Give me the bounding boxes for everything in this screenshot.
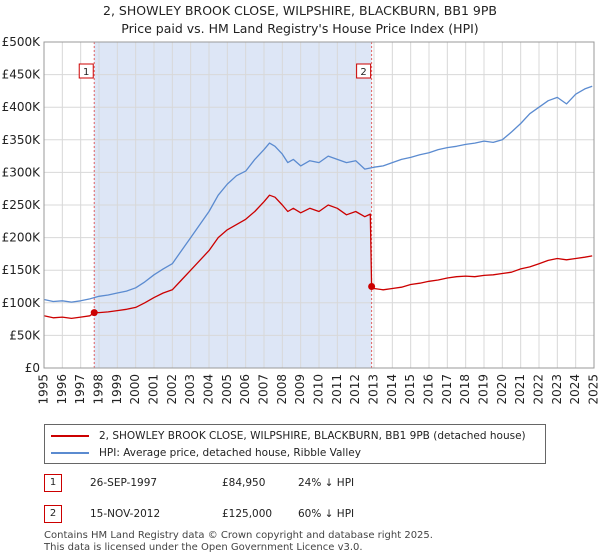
x-tick-label: 2005 <box>220 374 234 405</box>
legend-property-label: 2, SHOWLEY BROOK CLOSE, WILPSHIRE, BLACK… <box>99 430 526 442</box>
x-tick-label: 2006 <box>238 374 252 405</box>
legend: 2, SHOWLEY BROOK CLOSE, WILPSHIRE, BLACK… <box>44 424 546 464</box>
x-tick-label: 2023 <box>550 374 564 405</box>
y-tick-label: £0 <box>25 361 40 375</box>
x-tick-label: 1999 <box>110 374 124 405</box>
plot-border <box>43 41 595 369</box>
x-tick-label: 2016 <box>422 374 436 405</box>
y-tick-label: £250K <box>2 198 42 212</box>
x-tick-label: 2003 <box>183 374 197 405</box>
x-tick-label: 2014 <box>385 374 399 405</box>
x-tick-label: 2008 <box>275 374 289 405</box>
x-tick-label: 2001 <box>147 374 161 405</box>
legend-hpi-label: HPI: Average price, detached house, Ribb… <box>99 447 361 459</box>
transaction-hpi-delta: 24% ↓ HPI <box>298 477 355 489</box>
hpi-line <box>43 85 593 303</box>
x-tick-label: 1998 <box>92 374 106 405</box>
x-tick-label: 2000 <box>128 374 142 405</box>
y-tick-label: £200K <box>2 231 42 245</box>
price-chart: £0 £50K £100K £150K £200K £250K £300K £350K £400… <box>2 35 600 405</box>
y-tick-label: £400K <box>2 100 42 114</box>
legend-hpi-swatch <box>51 452 89 454</box>
transaction-badge: 2 <box>44 505 62 523</box>
x-tick-label: 2022 <box>532 374 546 405</box>
x-tick-label: 2007 <box>257 374 271 405</box>
y-tick-label: £50K <box>9 328 41 342</box>
y-tick-label: £450K <box>2 68 42 82</box>
property-price-line <box>43 194 593 320</box>
footer: Contains HM Land Registry data © Crown c… <box>44 530 433 554</box>
x-tick-label: 2010 <box>312 374 326 405</box>
x-tick-label: 2018 <box>458 374 472 405</box>
x-tick-label: 2021 <box>513 374 527 405</box>
x-tick-label: 1997 <box>73 374 87 405</box>
x-tick-label: 2002 <box>165 374 179 405</box>
transaction-chart-badge-label: 1 <box>83 67 89 78</box>
x-tick-label: 1995 <box>37 374 51 405</box>
legend-item-hpi: HPI: Average price, detached house, Ribb… <box>51 445 361 461</box>
transaction-chart-badge <box>78 63 94 79</box>
transaction-price: £84,950 <box>222 477 266 489</box>
footer-copyright: Contains HM Land Registry data © Crown c… <box>44 530 433 541</box>
y-tick-label: £150K <box>2 263 42 277</box>
transaction-chart-badge <box>356 63 372 79</box>
transaction-point <box>368 283 376 290</box>
transaction-hpi-delta: 60% ↓ HPI <box>298 508 355 520</box>
y-tick-label: £350K <box>2 133 42 147</box>
x-tick-label: 2012 <box>348 374 362 405</box>
transaction-chart-badge-label: 2 <box>360 67 366 78</box>
y-tick-label: £100K <box>2 296 42 310</box>
transaction-badge: 1 <box>44 474 62 492</box>
transaction-date: 26-SEP-1997 <box>90 477 158 489</box>
transaction-price: £125,000 <box>222 508 273 520</box>
footer-licence: This data is licensed under the Open Gov… <box>44 542 363 553</box>
chart-title: 2, SHOWLEY BROOK CLOSE, WILPSHIRE, BLACK… <box>103 3 497 18</box>
x-tick-label: 2015 <box>403 374 417 405</box>
x-tick-label: 1996 <box>55 374 69 405</box>
x-tick-label: 2020 <box>495 374 509 405</box>
x-tick-label: 2024 <box>568 374 582 405</box>
x-tick-label: 2025 <box>587 374 600 405</box>
x-tick-label: 2009 <box>293 374 307 405</box>
x-tick-label: 2019 <box>477 374 491 405</box>
transaction-point <box>90 309 98 317</box>
y-tick-label: £300K <box>2 165 42 179</box>
x-tick-label: 2004 <box>202 374 216 405</box>
x-tick-label: 2013 <box>367 374 381 405</box>
transaction-date: 15-NOV-2012 <box>90 508 161 520</box>
x-tick-label: 2017 <box>440 374 454 405</box>
y-tick-label: £500K <box>2 35 42 49</box>
x-tick-label: 2011 <box>330 374 344 405</box>
legend-item-property: 2, SHOWLEY BROOK CLOSE, WILPSHIRE, BLACK… <box>51 428 526 444</box>
chart-subtitle: Price paid vs. HM Land Registry's House … <box>121 21 479 36</box>
legend-property-swatch <box>51 435 89 437</box>
